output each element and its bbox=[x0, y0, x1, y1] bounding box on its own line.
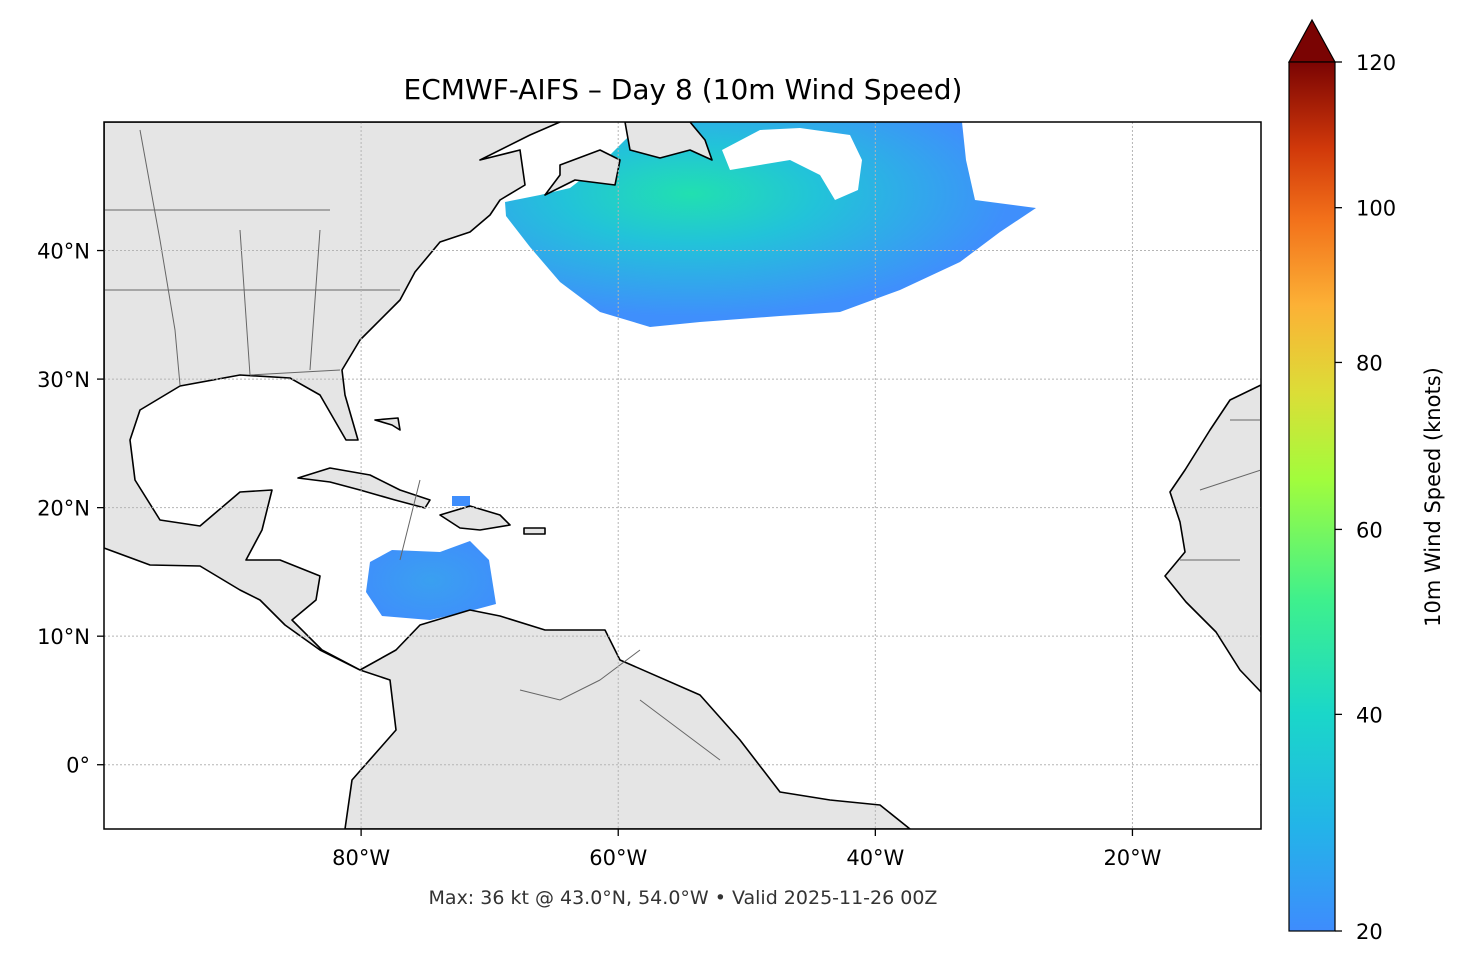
x-tick-label: 60°W bbox=[589, 846, 647, 870]
colorbar-tick-label: 40 bbox=[1356, 703, 1383, 727]
y-tick-label: 40°N bbox=[37, 240, 90, 264]
land bbox=[104, 122, 911, 829]
x-tick-label: 20°W bbox=[1103, 846, 1161, 870]
wind-field bbox=[505, 122, 1036, 327]
land bbox=[544, 149, 621, 196]
land bbox=[374, 417, 401, 431]
y-tick-label: 20°N bbox=[37, 497, 90, 521]
land bbox=[523, 527, 546, 535]
land bbox=[439, 505, 511, 531]
colorbar-tick-label: 60 bbox=[1356, 518, 1383, 542]
wind-gap bbox=[722, 128, 862, 200]
land bbox=[297, 467, 431, 509]
footer: Max: 36 kt @ 43.0°N, 54.0°W • Valid 2025… bbox=[429, 887, 938, 909]
land bbox=[1164, 384, 1261, 693]
land bbox=[624, 122, 713, 161]
wind-field bbox=[452, 496, 470, 506]
y-tick-label: 0° bbox=[66, 754, 90, 778]
map-frame bbox=[103, 121, 1262, 830]
map bbox=[104, 122, 1261, 829]
y-tick-label: 30°N bbox=[37, 368, 90, 392]
chart-title: ECMWF-AIFS – Day 8 (10m Wind Speed) bbox=[404, 73, 963, 106]
wind-field bbox=[366, 541, 496, 620]
x-tick-label: 40°W bbox=[846, 846, 904, 870]
border bbox=[104, 129, 1261, 761]
y-tick-label: 10°N bbox=[37, 625, 90, 649]
colorbar bbox=[1288, 61, 1336, 932]
axes: 80°W 60°W 40°W 20°W 0° 10°N 20°N 30°N 40°N 20 40 60… bbox=[37, 51, 1396, 944]
colorbar-tick-label: 80 bbox=[1356, 351, 1383, 375]
grid bbox=[104, 122, 1261, 829]
colorbar-tick-label: 20 bbox=[1356, 920, 1383, 944]
colorbar-label: 10m Wind Speed (knots) bbox=[1421, 367, 1445, 627]
x-tick-label: 80°W bbox=[332, 846, 390, 870]
colorbar-tick-label: 120 bbox=[1356, 51, 1396, 75]
colorbar-tick-label: 100 bbox=[1356, 197, 1396, 221]
colorbar-extend bbox=[1287, 18, 1337, 63]
